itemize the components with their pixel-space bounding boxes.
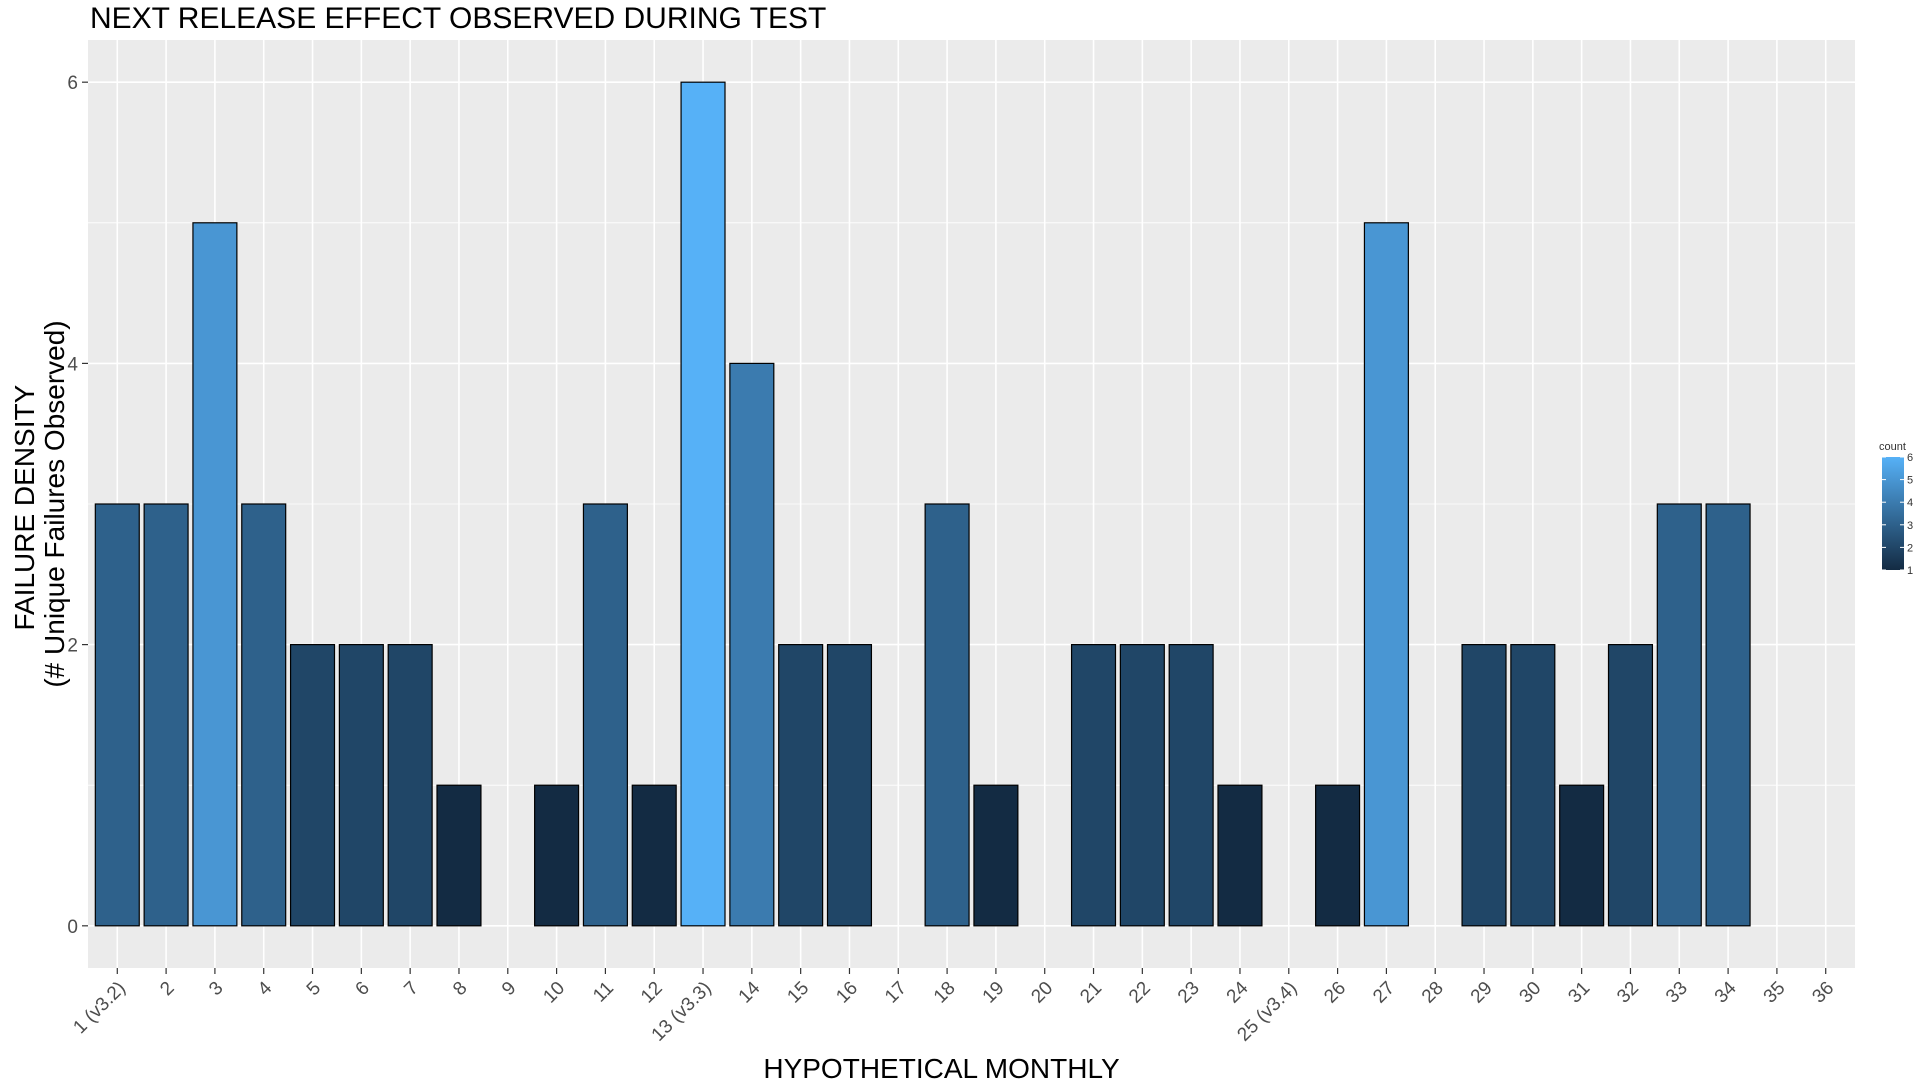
legend-ticks: 1 2 3 4 5 6 — [1882, 452, 1913, 577]
x-tick-label: 10 — [539, 978, 569, 1008]
bar — [1070, 644, 1117, 927]
bar — [1705, 503, 1751, 927]
x-axis-title: HYPOTHETICAL MONTHLY — [763, 1053, 1120, 1080]
x-tick-label: 9 — [498, 978, 520, 1000]
legend-title: count — [1879, 441, 1906, 453]
bar — [778, 644, 824, 927]
bar — [680, 81, 726, 927]
x-tick-label: 22 — [1125, 978, 1155, 1008]
bar — [1315, 784, 1361, 927]
x-tick-label: 8 — [449, 978, 471, 1000]
bar — [436, 784, 482, 927]
bar — [924, 503, 970, 927]
bar — [826, 644, 873, 927]
y-tick-label: 6 — [67, 73, 78, 94]
x-tick-label: 27 — [1369, 978, 1399, 1008]
bar — [1559, 784, 1605, 927]
y-tick-label: 0 — [67, 917, 78, 938]
x-tick-label: 2 — [156, 978, 178, 1000]
x-tick-label: 35 — [1760, 978, 1790, 1008]
x-tick-label: 21 — [1076, 978, 1106, 1008]
bar — [1363, 222, 1409, 927]
x-tick-label: 1 (v3.2) — [69, 978, 129, 1038]
y-axis: 0 2 4 6 — [67, 73, 88, 938]
legend-tick-label: 4 — [1907, 497, 1913, 509]
x-tick-label: 20 — [1028, 978, 1058, 1008]
bar — [631, 784, 677, 927]
bar — [1607, 644, 1654, 927]
y-axis-title: FAILURE DENSITY (# Unique Failures Obser… — [9, 320, 70, 687]
x-tick-label: 15 — [783, 978, 813, 1008]
legend-tick-label: 1 — [1907, 565, 1913, 577]
x-tick-label: 29 — [1467, 978, 1497, 1008]
bar — [143, 503, 189, 927]
legend-tick-label: 5 — [1907, 475, 1913, 487]
legend: count 1 2 3 4 5 6 — [1879, 441, 1913, 577]
x-tick-label: 34 — [1711, 977, 1741, 1007]
x-tick-label: 33 — [1662, 978, 1692, 1008]
x-tick-label: 32 — [1613, 978, 1643, 1008]
x-tick-label: 7 — [400, 978, 422, 1000]
bar — [241, 503, 287, 927]
bar — [729, 362, 775, 927]
y-tick-label: 4 — [67, 354, 78, 375]
bar — [1217, 784, 1263, 927]
bar — [973, 784, 1019, 927]
x-tick-label: 23 — [1174, 978, 1204, 1008]
bar — [1119, 644, 1165, 927]
bar — [289, 644, 336, 927]
bar — [387, 644, 433, 927]
x-tick-label: 11 — [589, 978, 618, 1007]
x-tick-label: 28 — [1418, 978, 1448, 1008]
x-tick-label: 31 — [1564, 978, 1594, 1008]
bar — [1168, 644, 1214, 927]
bar — [582, 503, 628, 927]
bar — [192, 222, 238, 927]
bar — [1461, 644, 1507, 927]
x-tick-label: 24 — [1223, 977, 1253, 1007]
x-tick-label: 6 — [352, 978, 374, 1000]
bar — [338, 644, 384, 927]
y-tick-label: 2 — [67, 636, 78, 657]
x-tick-label: 18 — [930, 978, 960, 1008]
legend-colorbar — [1882, 457, 1904, 570]
y-axis-title-line-1: FAILURE DENSITY — [9, 384, 40, 630]
x-tick-label: 5 — [303, 978, 325, 1000]
y-axis-title-line-2: (# Unique Failures Observed) — [39, 320, 70, 687]
x-tick-label: 12 — [637, 978, 667, 1008]
x-tick-label: 14 — [735, 977, 765, 1007]
legend-tick-label: 2 — [1907, 542, 1913, 554]
bar — [1656, 503, 1702, 927]
x-tick-label: 30 — [1516, 978, 1546, 1008]
x-tick-label: 36 — [1808, 978, 1838, 1008]
x-tick-label: 26 — [1320, 978, 1350, 1008]
x-tick-label: 3 — [205, 978, 227, 1000]
bar — [1510, 644, 1556, 927]
bar — [534, 784, 580, 927]
x-tick-label: 16 — [832, 978, 862, 1008]
x-tick-label: 17 — [881, 978, 911, 1008]
x-tick-label: 4 — [254, 977, 277, 1000]
legend-tick-label: 6 — [1907, 452, 1913, 464]
chart-title: NEXT RELEASE EFFECT OBSERVED DURING TEST — [90, 2, 827, 35]
bars — [94, 81, 1751, 927]
bar — [94, 503, 140, 927]
legend-tick-label: 3 — [1907, 520, 1913, 532]
x-tick-label: 19 — [979, 978, 1009, 1008]
